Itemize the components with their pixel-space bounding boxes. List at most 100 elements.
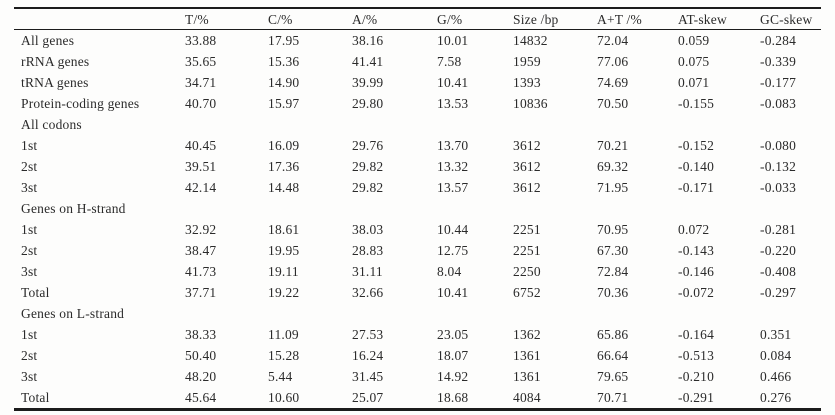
table-row: Total 45.64 10.60 25.07 18.68 4084 70.71 -0.291… — [14, 387, 821, 408]
row-label: 2st — [21, 243, 38, 258]
cell-value: 8.04 — [437, 264, 462, 279]
cell-value: 1362 — [513, 327, 541, 342]
table-row: 1st 40.45 16.09 29.76 13.70 3612 70.21 -0.152 -0… — [14, 135, 821, 156]
cell-value: 35.65 — [185, 54, 217, 69]
cell-value: 6752 — [513, 285, 541, 300]
cell-value: 13.32 — [437, 159, 469, 174]
cell-value: 42.14 — [185, 180, 217, 195]
cell-value: 13.70 — [437, 138, 469, 153]
cell-value: 0.276 — [760, 390, 792, 405]
cell-value: 18.61 — [268, 222, 300, 237]
column-header: Size /bp — [513, 11, 559, 27]
cell-value: -0.513 — [678, 348, 715, 363]
cell-value: 14.92 — [437, 369, 469, 384]
row-label: All genes — [21, 33, 75, 48]
cell-value: 3612 — [513, 180, 541, 195]
cell-value: 10.60 — [268, 390, 300, 405]
cell-value: 28.83 — [352, 243, 384, 258]
cell-value: 69.32 — [597, 159, 629, 174]
cell-value: 0.466 — [760, 369, 792, 384]
cell-value: 0.059 — [678, 33, 710, 48]
cell-value: 17.36 — [268, 159, 300, 174]
cell-value: 70.71 — [597, 390, 629, 405]
cell-value: 4084 — [513, 390, 541, 405]
cell-value: -0.210 — [678, 369, 715, 384]
table-row: 2st 50.40 15.28 16.24 18.07 1361 66.64 -0.513 0.… — [14, 345, 821, 366]
cell-value: 39.51 — [185, 159, 217, 174]
cell-value: 5.44 — [268, 369, 293, 384]
column-header: G/% — [437, 11, 463, 27]
cell-value: -0.177 — [760, 75, 797, 90]
row-label: Total — [21, 390, 50, 405]
cell-value: 31.45 — [352, 369, 384, 384]
cell-value: 70.36 — [597, 285, 629, 300]
cell-value: 11.09 — [268, 327, 299, 342]
cell-value: 10.41 — [437, 285, 469, 300]
cell-value: 79.65 — [597, 369, 629, 384]
row-label: 1st — [21, 222, 38, 237]
cell-value: 0.072 — [678, 222, 710, 237]
cell-value: 70.50 — [597, 96, 629, 111]
cell-value: 29.82 — [352, 159, 384, 174]
cell-value: 0.075 — [678, 54, 710, 69]
cell-value: 32.66 — [352, 285, 384, 300]
cell-value: 15.28 — [268, 348, 300, 363]
cell-value: -0.083 — [760, 96, 797, 111]
cell-value: 16.24 — [352, 348, 384, 363]
cell-value: 38.03 — [352, 222, 384, 237]
cell-value: -0.072 — [678, 285, 715, 300]
cell-value: 14.90 — [268, 75, 300, 90]
cell-value: 70.21 — [597, 138, 629, 153]
cell-value: 2250 — [513, 264, 541, 279]
cell-value: 2251 — [513, 222, 541, 237]
table-row: tRNA genes 34.71 14.90 39.99 10.41 1393 74.69 0… — [14, 72, 821, 93]
cell-value: 14832 — [513, 33, 548, 48]
cell-value: 72.04 — [597, 33, 629, 48]
row-label: 3st — [21, 369, 38, 384]
table-row: 3st 41.73 19.11 31.11 8.04 2250 72.84 -0.146 -0.… — [14, 261, 821, 282]
row-label: 3st — [21, 180, 38, 195]
cell-value: 72.84 — [597, 264, 629, 279]
cell-value: 31.11 — [352, 264, 383, 279]
cell-value: 41.41 — [352, 54, 384, 69]
cell-value: -0.281 — [760, 222, 797, 237]
cell-value: 74.69 — [597, 75, 629, 90]
table-row: 2st 38.47 19.95 28.83 12.75 2251 67.30 -0.143 -0… — [14, 240, 821, 261]
cell-value: 0.084 — [760, 348, 792, 363]
cell-value: 38.47 — [185, 243, 217, 258]
cell-value: -0.408 — [760, 264, 797, 279]
cell-value: 34.71 — [185, 75, 217, 90]
column-header: A/% — [352, 11, 378, 27]
cell-value: 3612 — [513, 159, 541, 174]
cell-value: -0.339 — [760, 54, 797, 69]
cell-value: -0.171 — [678, 180, 715, 195]
cell-value: 65.86 — [597, 327, 629, 342]
table-row: All genes 33.88 17.95 38.16 10.01 14832 72.04 0… — [14, 30, 821, 51]
cell-value: -0.220 — [760, 243, 797, 258]
cell-value: 19.11 — [268, 264, 299, 279]
table-row: rRNA genes 35.65 15.36 41.41 7.58 1959 77.06 0.… — [14, 51, 821, 72]
cell-value: 17.95 — [268, 33, 300, 48]
cell-value: 29.80 — [352, 96, 384, 111]
cell-value: 40.45 — [185, 138, 217, 153]
cell-value: 77.06 — [597, 54, 629, 69]
document-page: T/% C/% A/% G/% Size /bp A+T /% AT-skew GC-skew… — [14, 7, 821, 411]
cell-value: -0.143 — [678, 243, 715, 258]
cell-value: 19.95 — [268, 243, 300, 258]
cell-value: 1393 — [513, 75, 541, 90]
cell-value: 50.40 — [185, 348, 217, 363]
cell-value: 10.41 — [437, 75, 469, 90]
row-label: 2st — [21, 159, 38, 174]
cell-value: -0.297 — [760, 285, 797, 300]
cell-value: 29.76 — [352, 138, 384, 153]
section-label: All codons — [21, 117, 82, 132]
cell-value: 45.64 — [185, 390, 217, 405]
cell-value: 7.58 — [437, 54, 462, 69]
cell-value: 15.97 — [268, 96, 300, 111]
cell-value: 70.95 — [597, 222, 629, 237]
cell-value: 40.70 — [185, 96, 217, 111]
cell-value: -0.140 — [678, 159, 715, 174]
cell-value: -0.284 — [760, 33, 797, 48]
section-row: Genes on L-strand — [14, 303, 821, 324]
cell-value: 23.05 — [437, 327, 469, 342]
